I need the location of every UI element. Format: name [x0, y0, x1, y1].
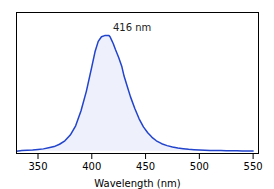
svg-text:Wavelength (nm): Wavelength (nm)	[94, 178, 180, 189]
svg-text:500: 500	[190, 161, 209, 172]
svg-text:350: 350	[28, 161, 47, 172]
svg-text:416 nm: 416 nm	[113, 22, 151, 33]
svg-text:400: 400	[82, 161, 101, 172]
svg-text:450: 450	[136, 161, 155, 172]
svg-text:550: 550	[244, 161, 263, 172]
